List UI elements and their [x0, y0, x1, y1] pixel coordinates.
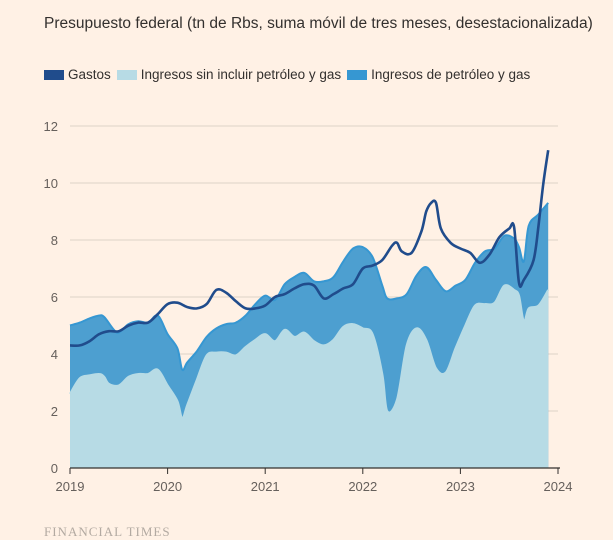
y-tick-label-10: 10 — [44, 176, 58, 191]
legend: Gastos Ingresos sin incluir petróleo y g… — [44, 67, 536, 82]
area-edge-ingresos-no-petroleo — [69, 284, 550, 420]
area-ingresos-no-petroleo — [70, 285, 549, 468]
legend-swatch-ingresos-petroleo — [347, 69, 368, 80]
legend-swatch-gastos — [44, 69, 64, 80]
y-tick-label-12: 12 — [44, 119, 58, 134]
chart-title: Presupuesto federal (tn de Rbs, suma móv… — [44, 15, 593, 32]
y-tick-label-6: 6 — [51, 290, 58, 305]
legend-swatch-ingresos-no-petroleo — [116, 69, 137, 80]
x-tick-label-2019: 2019 — [56, 479, 85, 494]
legend-item-ingresos-no-petroleo: Ingresos sin incluir petróleo y gas — [116, 67, 342, 82]
legend-label-gastos: Gastos — [68, 67, 111, 82]
legend-item-ingresos-petroleo: Ingresos de petróleo y gas — [347, 67, 530, 82]
y-tick-label-2: 2 — [51, 404, 58, 419]
x-tick-label-2024: 2024 — [544, 479, 573, 494]
source-label: FINANCIAL TIMES — [44, 524, 171, 539]
y-tick-label-8: 8 — [51, 233, 58, 248]
y-tick-label-4: 4 — [51, 347, 58, 362]
x-tick-label-2021: 2021 — [251, 479, 280, 494]
y-tick-label-0: 0 — [51, 461, 58, 476]
line-gastos — [69, 150, 550, 348]
legend-label-ingresos-petroleo: Ingresos de petróleo y gas — [371, 67, 531, 82]
legend-item-gastos: Gastos — [44, 67, 111, 82]
x-tick-label-2023: 2023 — [446, 479, 475, 494]
x-tick-label-2020: 2020 — [153, 479, 182, 494]
legend-label-ingresos-no-petroleo: Ingresos sin incluir petróleo y gas — [140, 67, 342, 82]
x-tick-label-2022: 2022 — [348, 479, 377, 494]
